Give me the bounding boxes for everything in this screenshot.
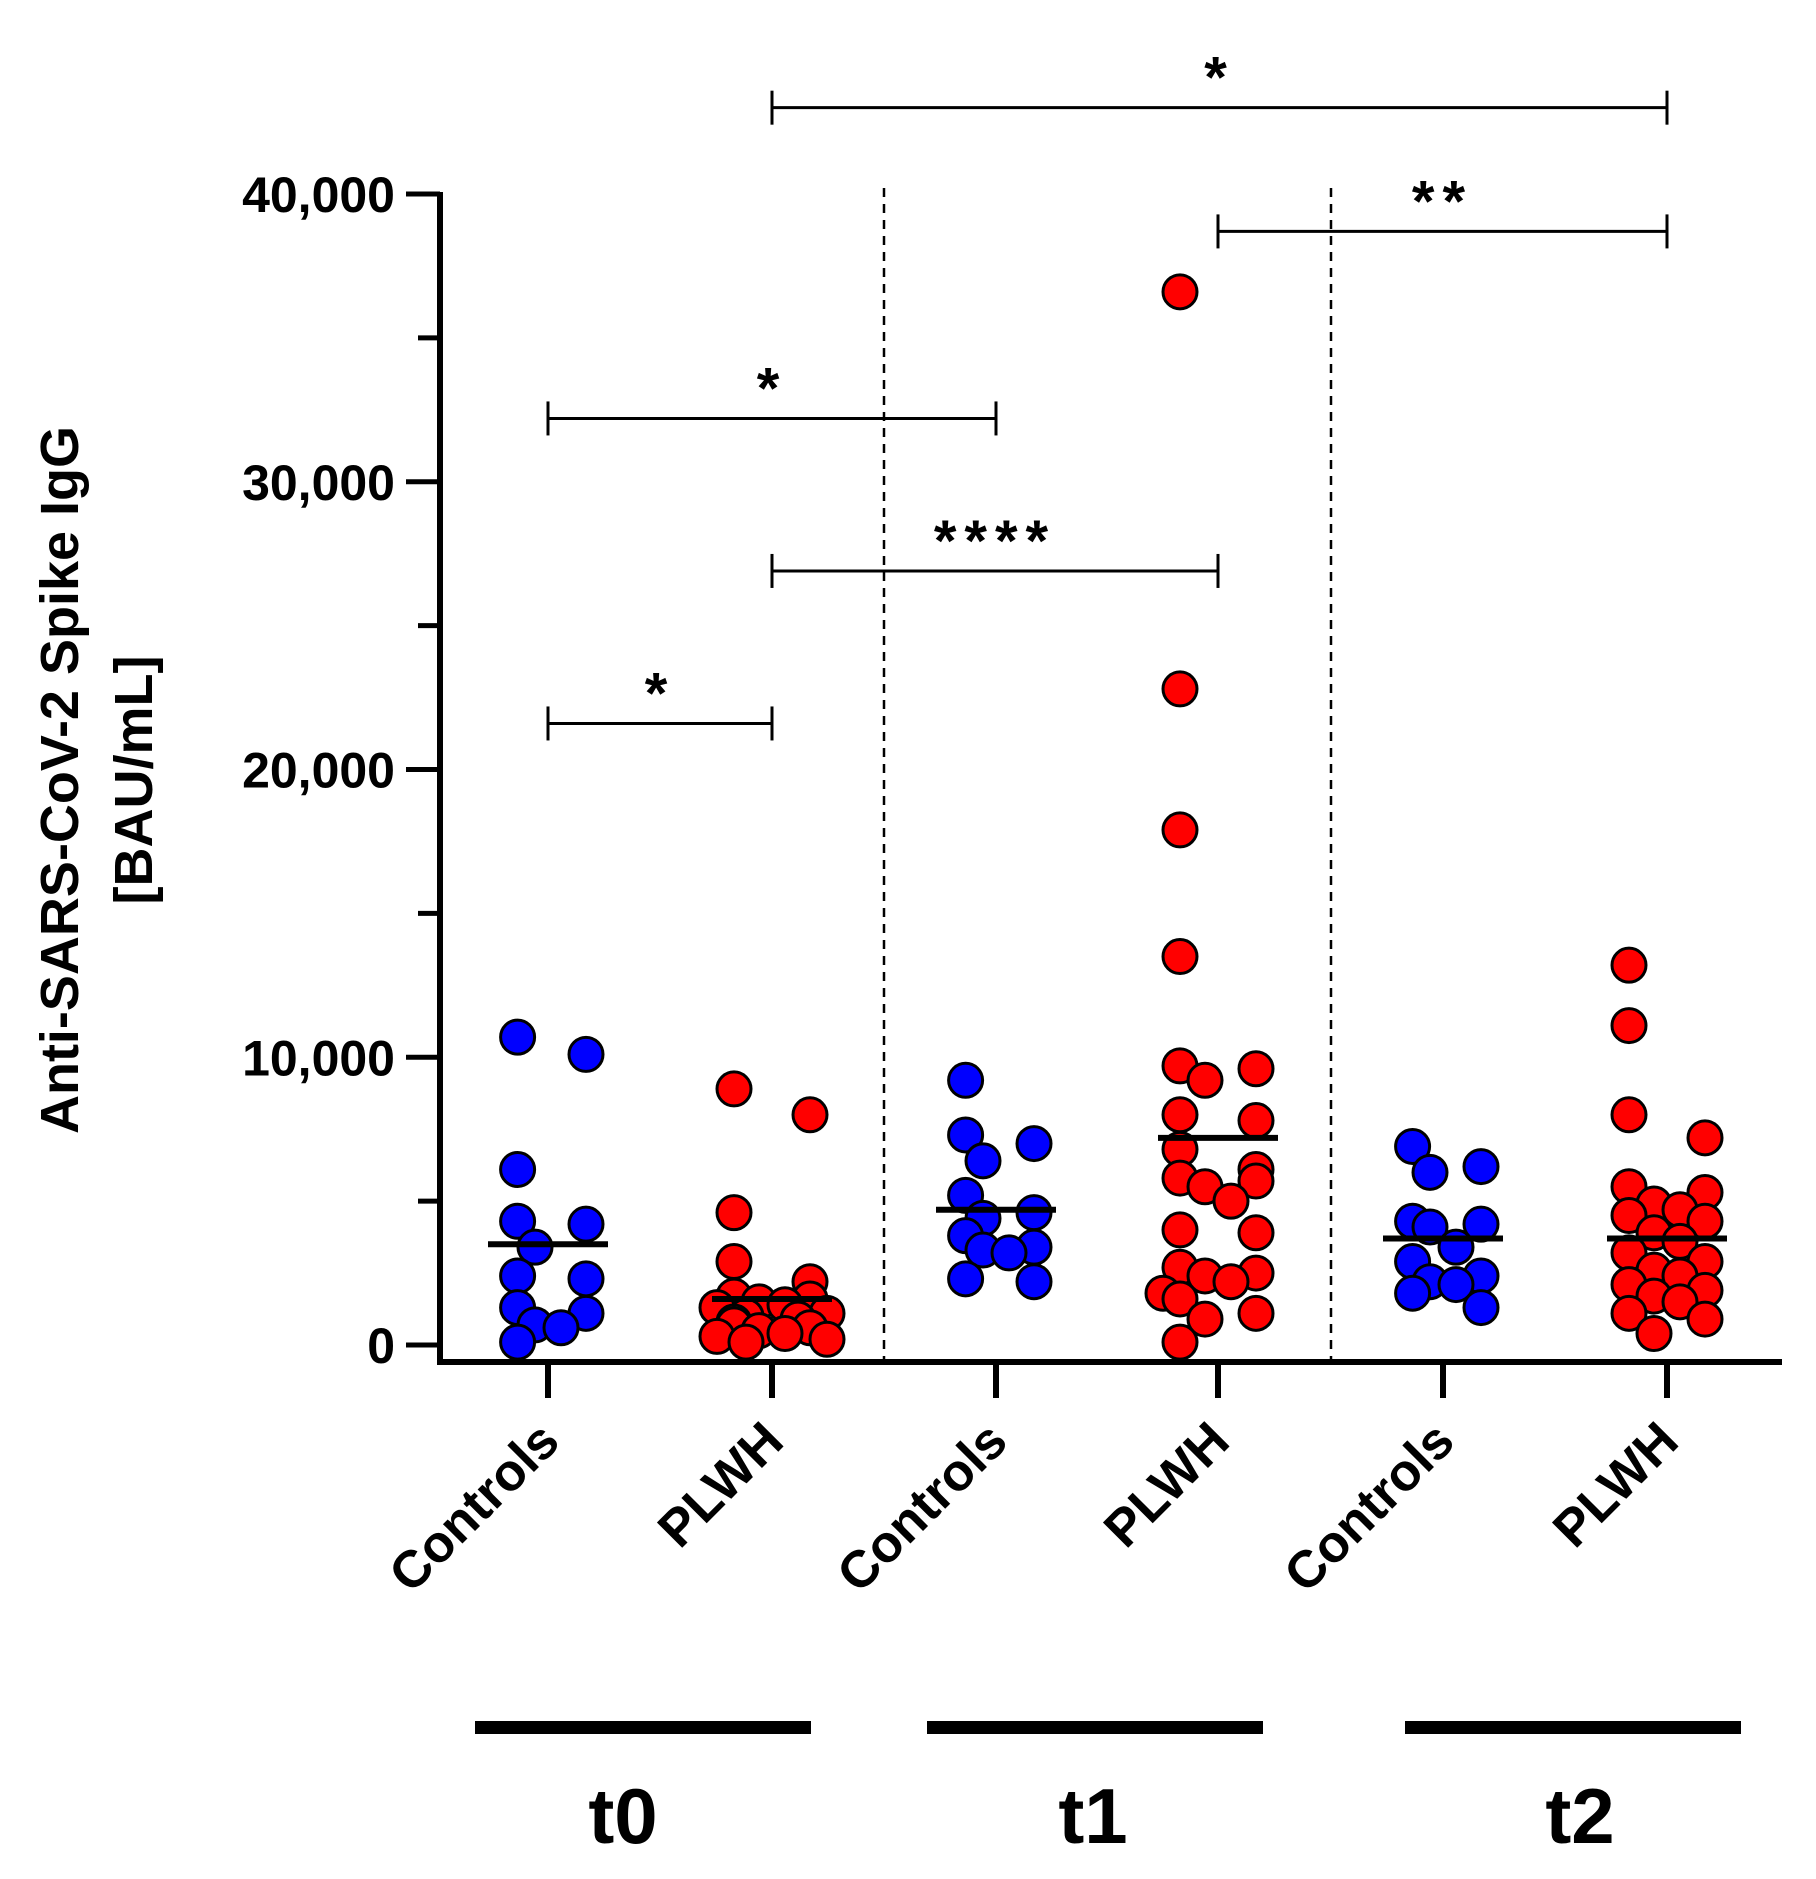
data-point (1610, 1294, 1648, 1332)
data-point (766, 1314, 804, 1352)
data-point (542, 1309, 580, 1347)
time-group-label: t2 (1545, 1772, 1614, 1860)
data-point (567, 1260, 605, 1298)
significance-label: **** (934, 509, 1056, 574)
median-lines (488, 1134, 1727, 1302)
y-tick-label: 10,000 (242, 1030, 395, 1086)
data-point (1161, 811, 1199, 849)
data-point (1161, 938, 1199, 976)
data-point (1161, 1211, 1199, 1249)
x-category-label: PLWH (1093, 1411, 1240, 1558)
data-point (1161, 670, 1199, 708)
data-point (947, 1061, 985, 1099)
y-tick-label: 20,000 (242, 743, 395, 799)
group-separators (882, 188, 1333, 1362)
data-point (1237, 1294, 1275, 1332)
data-point (1394, 1127, 1432, 1165)
data-point (1437, 1266, 1475, 1304)
significance-label: * (1204, 46, 1235, 111)
data-point (1161, 1280, 1199, 1318)
data-point (1610, 1197, 1648, 1235)
data-point (499, 1018, 537, 1056)
data-point (808, 1320, 846, 1358)
data-point (499, 1150, 537, 1188)
data-point (1394, 1274, 1432, 1312)
data-point (947, 1260, 985, 1298)
x-category-labels: Controls PLWH Controls PLWH Controls PLWH (378, 1362, 1689, 1604)
time-group-bar (1405, 1721, 1741, 1734)
data-point (1411, 1153, 1449, 1191)
data-point (1237, 1214, 1275, 1252)
data-point (990, 1234, 1028, 1272)
data-point (1237, 1102, 1275, 1140)
x-category-label: PLWH (1542, 1411, 1689, 1558)
data-point (791, 1096, 829, 1134)
data-point (1661, 1283, 1699, 1321)
data-point (1161, 1323, 1199, 1361)
data-point (1161, 1096, 1199, 1134)
data-point (499, 1202, 537, 1240)
data-point (1610, 946, 1648, 984)
data-point (964, 1142, 1002, 1180)
y-axis-label-line-1: Anti-SARS-CoV-2 Spike IgG (30, 426, 90, 1134)
y-axis-label: Anti-SARS-CoV-2 Spike IgG [BAU/mL] (30, 426, 164, 1134)
data-point (567, 1035, 605, 1073)
data-point (1161, 273, 1199, 311)
x-category-label: Controls (826, 1411, 1018, 1603)
time-group-bar (927, 1721, 1263, 1734)
data-point (715, 1194, 753, 1232)
data-point (1212, 1182, 1250, 1220)
data-point (1237, 1162, 1275, 1200)
time-group-label: t1 (1058, 1772, 1127, 1860)
time-group-bar (475, 1721, 811, 1734)
data-point (1186, 1061, 1224, 1099)
significance-label: ** (1412, 169, 1473, 234)
data-point (1635, 1314, 1673, 1352)
y-tick-label: 0 (367, 1318, 395, 1374)
significance-label: * (757, 356, 788, 421)
x-category-label: Controls (1273, 1411, 1465, 1603)
data-point (1437, 1228, 1475, 1266)
y-tick-label: 30,000 (242, 455, 395, 511)
data-point (1015, 1125, 1053, 1163)
data-point (1212, 1263, 1250, 1301)
y-tick-label: 40,000 (242, 167, 395, 223)
data-point (567, 1205, 605, 1243)
data-point (1610, 1007, 1648, 1045)
y-ticks: 0 10,000 20,000 30,000 40,000 (242, 167, 440, 1374)
data-point (1686, 1119, 1724, 1157)
time-groups: t0 t1 t2 (475, 1721, 1741, 1860)
data-points (499, 273, 1724, 1361)
data-point (499, 1257, 537, 1295)
data-point (727, 1323, 765, 1361)
significance-label: * (645, 661, 676, 726)
data-point (1015, 1263, 1053, 1301)
significance-brackets: ********* (546, 46, 1669, 741)
data-point (715, 1070, 753, 1108)
data-point (1686, 1300, 1724, 1338)
axes (437, 192, 1782, 1365)
x-category-label: PLWH (647, 1411, 794, 1558)
data-point (1411, 1208, 1449, 1246)
data-point (715, 1243, 753, 1281)
time-group-label: t0 (588, 1772, 657, 1860)
data-point (1237, 1050, 1275, 1088)
y-axis-label-line-2: [BAU/mL] (104, 656, 164, 905)
data-point (1462, 1289, 1500, 1327)
data-point (1610, 1096, 1648, 1134)
data-point (499, 1323, 537, 1361)
data-point (1462, 1148, 1500, 1186)
x-category-label: Controls (378, 1411, 570, 1603)
data-point (1186, 1300, 1224, 1338)
data-point (947, 1116, 985, 1154)
